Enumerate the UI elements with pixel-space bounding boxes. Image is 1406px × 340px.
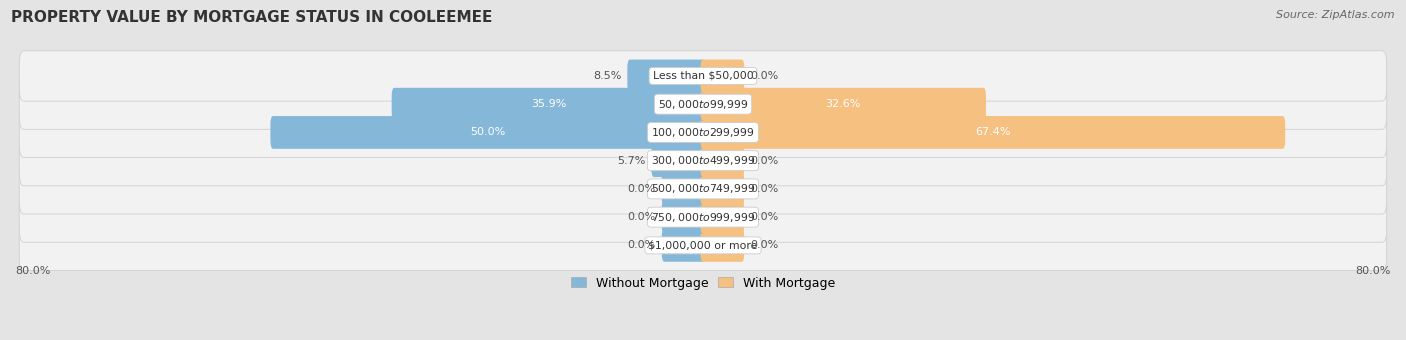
Text: Source: ZipAtlas.com: Source: ZipAtlas.com xyxy=(1277,10,1395,20)
Legend: Without Mortgage, With Mortgage: Without Mortgage, With Mortgage xyxy=(565,272,841,294)
Text: 0.0%: 0.0% xyxy=(751,184,779,194)
Text: 67.4%: 67.4% xyxy=(976,128,1011,137)
Text: $1,000,000 or more: $1,000,000 or more xyxy=(648,240,758,250)
Text: 0.0%: 0.0% xyxy=(751,212,779,222)
FancyBboxPatch shape xyxy=(700,116,1285,149)
FancyBboxPatch shape xyxy=(662,172,706,205)
FancyBboxPatch shape xyxy=(700,144,744,177)
FancyBboxPatch shape xyxy=(20,192,1386,242)
Text: 35.9%: 35.9% xyxy=(531,99,567,109)
FancyBboxPatch shape xyxy=(627,59,706,92)
FancyBboxPatch shape xyxy=(20,79,1386,129)
FancyBboxPatch shape xyxy=(662,229,706,262)
FancyBboxPatch shape xyxy=(20,107,1386,157)
FancyBboxPatch shape xyxy=(651,144,706,177)
FancyBboxPatch shape xyxy=(392,88,706,121)
FancyBboxPatch shape xyxy=(700,201,744,234)
Text: $300,000 to $499,999: $300,000 to $499,999 xyxy=(651,154,755,167)
Text: $100,000 to $299,999: $100,000 to $299,999 xyxy=(651,126,755,139)
FancyBboxPatch shape xyxy=(662,201,706,234)
FancyBboxPatch shape xyxy=(700,172,744,205)
FancyBboxPatch shape xyxy=(20,51,1386,101)
Text: $50,000 to $99,999: $50,000 to $99,999 xyxy=(658,98,748,111)
Text: 0.0%: 0.0% xyxy=(627,212,655,222)
Text: 32.6%: 32.6% xyxy=(825,99,860,109)
FancyBboxPatch shape xyxy=(700,88,986,121)
FancyBboxPatch shape xyxy=(700,59,744,92)
Text: 50.0%: 50.0% xyxy=(471,128,506,137)
Text: 0.0%: 0.0% xyxy=(627,184,655,194)
Text: 0.0%: 0.0% xyxy=(751,71,779,81)
FancyBboxPatch shape xyxy=(700,229,744,262)
Text: 8.5%: 8.5% xyxy=(593,71,621,81)
Text: 80.0%: 80.0% xyxy=(1355,266,1391,276)
Text: 80.0%: 80.0% xyxy=(15,266,51,276)
Text: $500,000 to $749,999: $500,000 to $749,999 xyxy=(651,182,755,195)
FancyBboxPatch shape xyxy=(20,136,1386,186)
FancyBboxPatch shape xyxy=(270,116,706,149)
FancyBboxPatch shape xyxy=(20,220,1386,271)
Text: 0.0%: 0.0% xyxy=(751,156,779,166)
Text: 0.0%: 0.0% xyxy=(627,240,655,250)
Text: $750,000 to $999,999: $750,000 to $999,999 xyxy=(651,211,755,224)
Text: 5.7%: 5.7% xyxy=(617,156,645,166)
FancyBboxPatch shape xyxy=(20,164,1386,214)
Text: 0.0%: 0.0% xyxy=(751,240,779,250)
Text: PROPERTY VALUE BY MORTGAGE STATUS IN COOLEEMEE: PROPERTY VALUE BY MORTGAGE STATUS IN COO… xyxy=(11,10,492,25)
Text: Less than $50,000: Less than $50,000 xyxy=(652,71,754,81)
